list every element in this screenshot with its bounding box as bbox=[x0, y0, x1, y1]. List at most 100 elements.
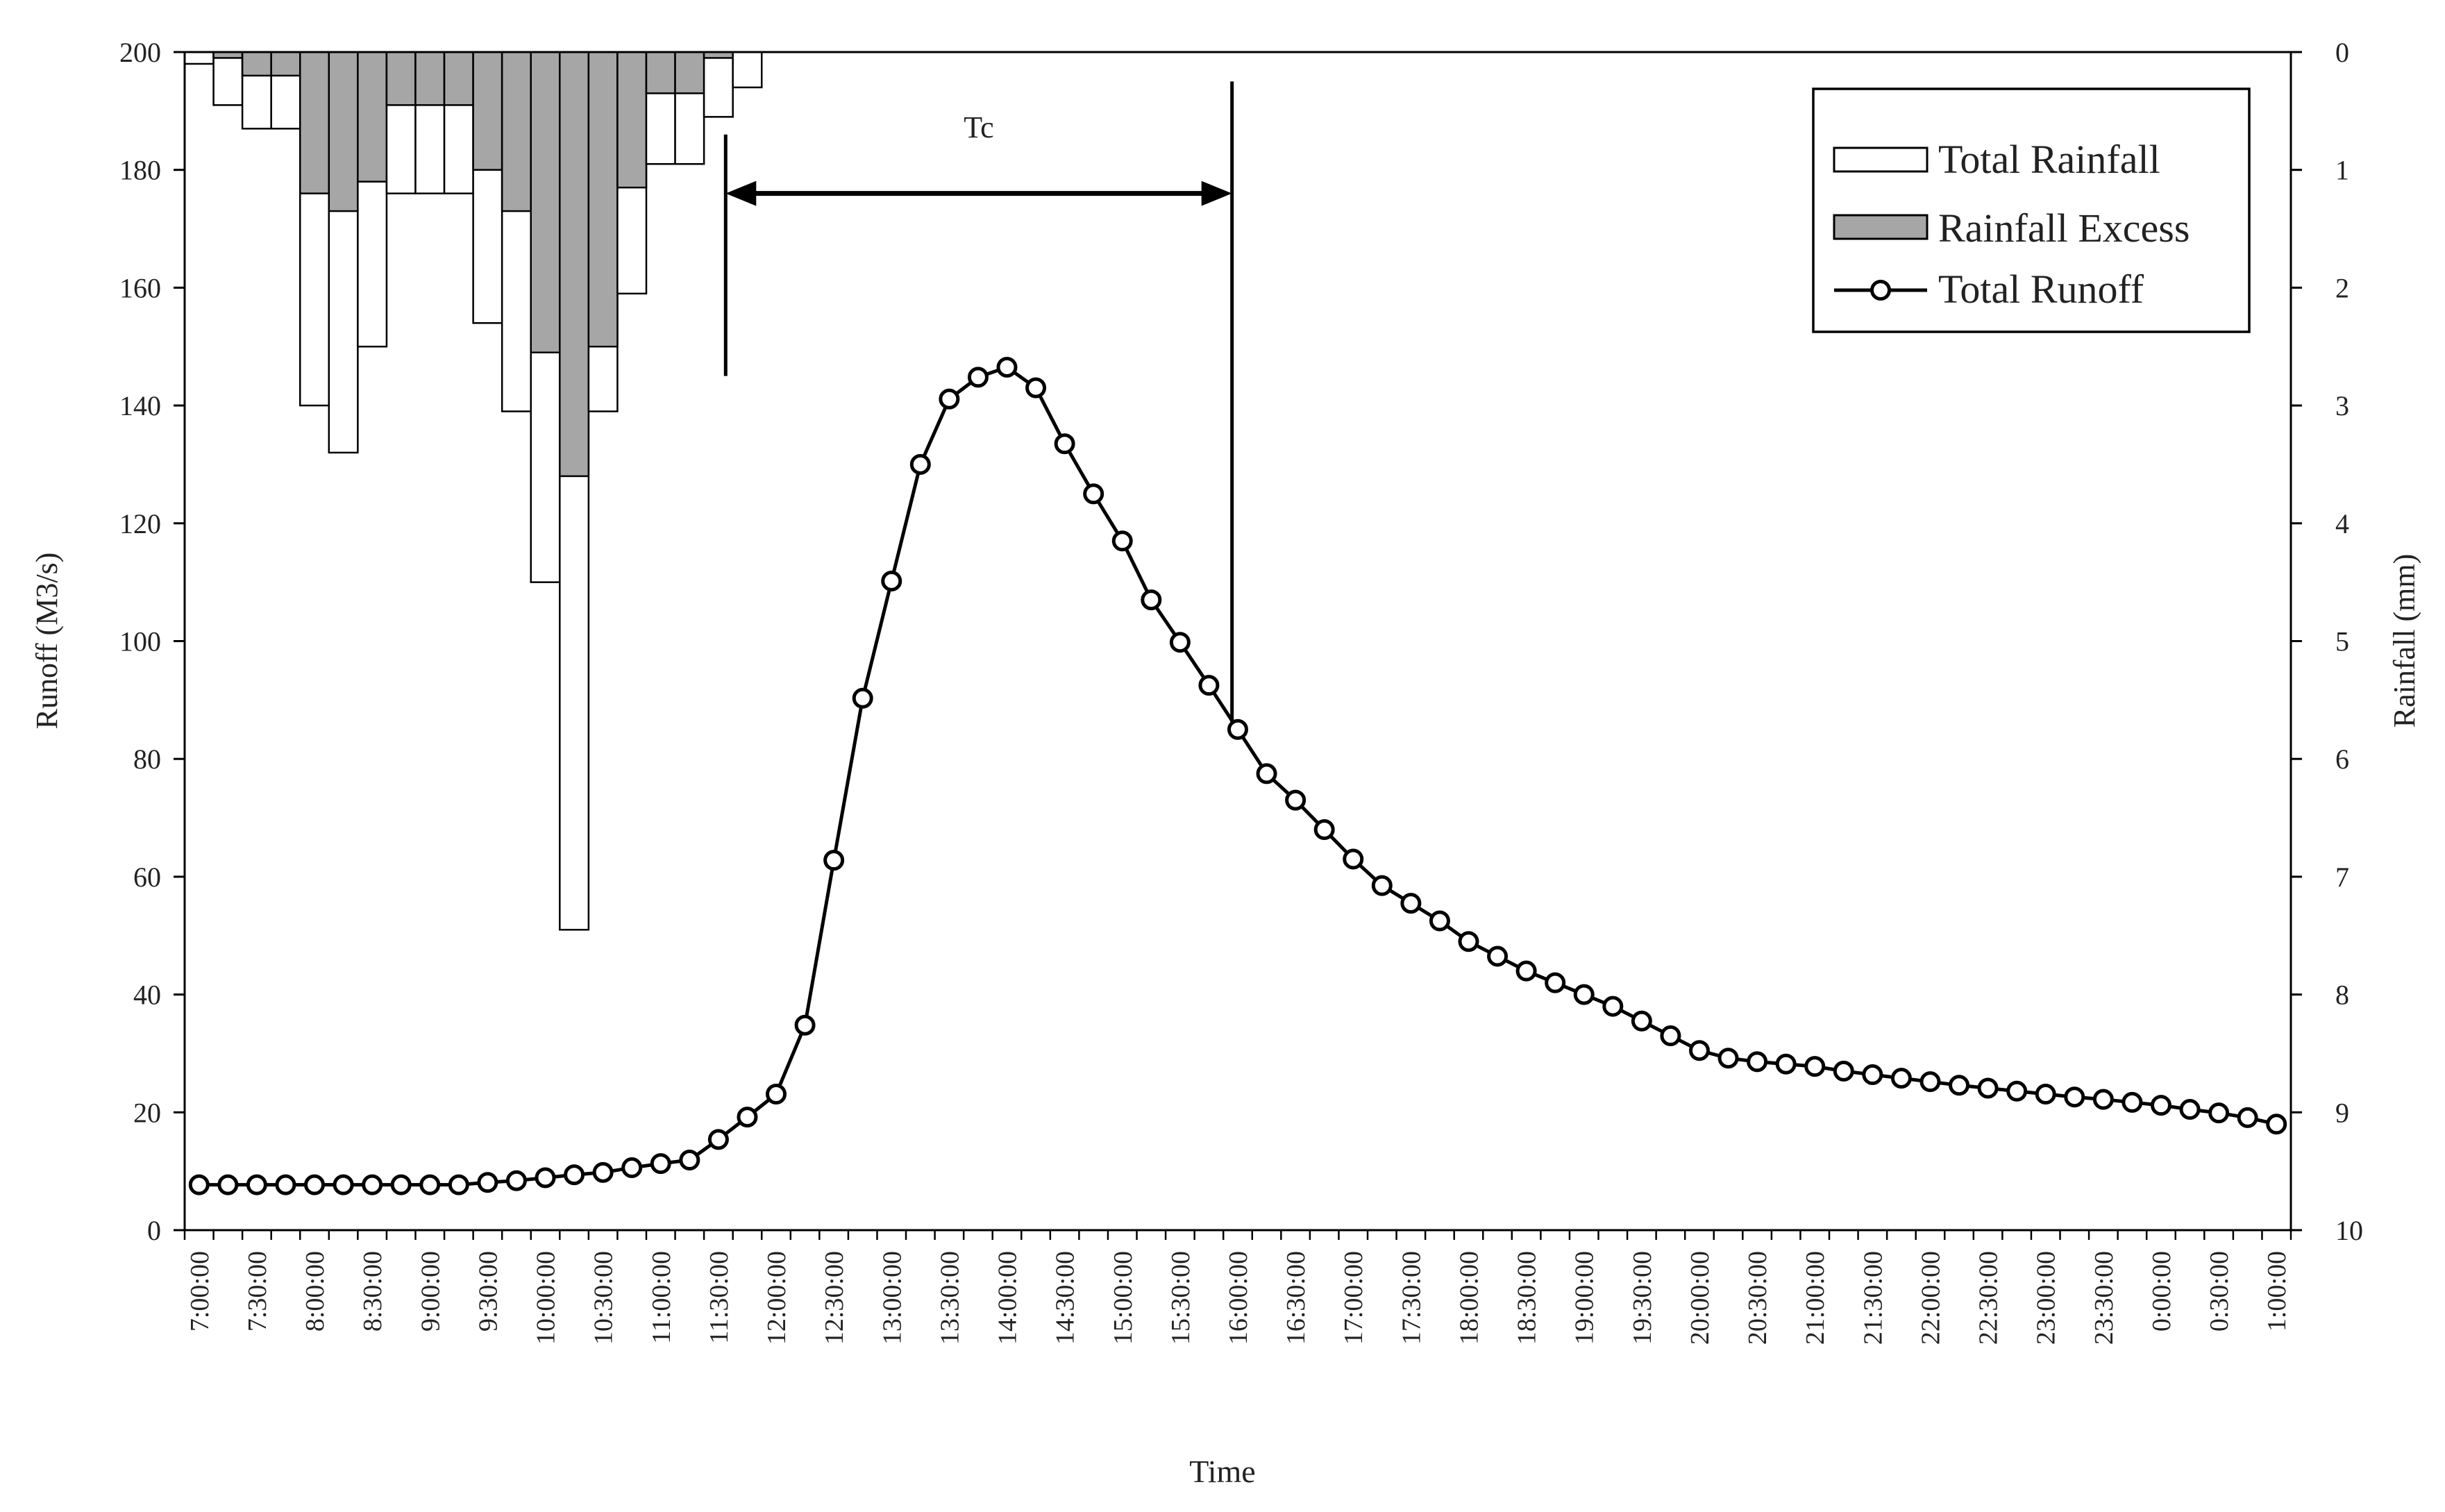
left-tick-label: 40 bbox=[133, 980, 161, 1011]
total-runoff-point bbox=[419, 1174, 441, 1195]
total-runoff-point bbox=[246, 1174, 267, 1195]
total-runoff-point bbox=[1141, 589, 1162, 611]
x-tick-label: 23:30:00 bbox=[2090, 1251, 2119, 1345]
y-axis-title-right: Rainfall (mm) bbox=[2387, 554, 2421, 728]
total-runoff-point bbox=[852, 687, 873, 709]
right-tick-label: 5 bbox=[2335, 626, 2349, 657]
x-tick-label: 21:00:00 bbox=[1801, 1251, 1830, 1345]
total-runoff-point bbox=[939, 388, 960, 410]
total-runoff-point bbox=[1515, 960, 1537, 982]
total-runoff-point bbox=[477, 1172, 498, 1193]
x-tick-label: 16:00:00 bbox=[1224, 1251, 1253, 1345]
total-runoff-point bbox=[188, 1174, 210, 1195]
x-tick-label: 20:00:00 bbox=[1686, 1251, 1715, 1345]
y-axis-title-left: Runoff (M3/s) bbox=[30, 553, 64, 730]
total-runoff-point bbox=[881, 570, 902, 591]
total-runoff-point bbox=[275, 1174, 296, 1195]
total-runoff-point bbox=[1487, 946, 1509, 967]
legend-label-rainfall-excess: Rainfall Excess bbox=[1938, 205, 2190, 251]
legend-swatch-total-runoff-marker bbox=[1870, 280, 1891, 301]
total-runoff-point bbox=[650, 1153, 671, 1175]
x-tick-label: 15:30:00 bbox=[1166, 1251, 1195, 1345]
rainfall-bars-group bbox=[183, 51, 763, 931]
x-tick-label: 7:30:00 bbox=[243, 1251, 272, 1332]
total-runoff-point bbox=[448, 1174, 469, 1195]
x-tick-label: 12:30:00 bbox=[820, 1251, 849, 1345]
right-tick-label: 3 bbox=[2335, 390, 2349, 421]
total-runoff-point bbox=[217, 1174, 239, 1195]
x-tick-label: 23:00:00 bbox=[2032, 1251, 2061, 1345]
rainfall-excess-bar bbox=[645, 51, 676, 94]
total-rainfall-bar bbox=[703, 51, 734, 118]
x-tick-label: 11:00:00 bbox=[647, 1251, 676, 1344]
total-runoff-point bbox=[1169, 632, 1191, 653]
total-runoff-point bbox=[2006, 1080, 2028, 1102]
right-tick-label: 10 bbox=[2335, 1215, 2363, 1246]
total-runoff-point bbox=[333, 1174, 354, 1195]
rainfall-excess-bar bbox=[587, 51, 619, 348]
total-runoff-point bbox=[362, 1174, 383, 1195]
total-runoff-point bbox=[2150, 1095, 2171, 1116]
total-runoff-point bbox=[1919, 1071, 1941, 1093]
total-runoff-point bbox=[1083, 483, 1104, 505]
total-runoff-point bbox=[1775, 1053, 1797, 1075]
total-runoff-point bbox=[1227, 719, 1248, 740]
rainfall-excess-bar bbox=[414, 51, 446, 106]
x-tick-label: 17:00:00 bbox=[1339, 1251, 1368, 1345]
total-runoff-point bbox=[304, 1174, 326, 1195]
legend-swatch-rainfall-excess bbox=[1833, 214, 1929, 240]
legend-label-total-rainfall: Total Rainfall bbox=[1938, 137, 2160, 182]
total-runoff-point bbox=[2237, 1107, 2258, 1128]
left-tick-label: 0 bbox=[147, 1215, 161, 1246]
x-tick-label: 13:30:00 bbox=[935, 1251, 964, 1345]
total-runoff-point bbox=[621, 1157, 643, 1179]
x-tick-label: 12:00:00 bbox=[762, 1251, 791, 1345]
x-tick-label: 15:00:00 bbox=[1109, 1251, 1138, 1345]
tc-arrowhead-left bbox=[725, 180, 757, 206]
total-runoff-point bbox=[1890, 1068, 1912, 1089]
right-tick-label: 8 bbox=[2335, 980, 2349, 1011]
x-axis-title: Time bbox=[1189, 1454, 1255, 1489]
legend-label-total-runoff: Total Runoff bbox=[1938, 267, 2144, 312]
total-runoff-point bbox=[1371, 875, 1393, 896]
total-runoff-point bbox=[1545, 972, 1566, 993]
left-tick-label: 160 bbox=[119, 272, 161, 303]
total-runoff-point bbox=[592, 1161, 614, 1183]
rainfall-excess-bar bbox=[443, 51, 474, 106]
left-tick-label: 200 bbox=[119, 37, 161, 68]
rainfall-excess-bar bbox=[616, 51, 648, 189]
x-tick-label: 19:00:00 bbox=[1570, 1251, 1599, 1345]
x-tick-label: 16:30:00 bbox=[1282, 1251, 1311, 1345]
total-runoff-point bbox=[1804, 1056, 1826, 1077]
x-tick-label: 10:30:00 bbox=[589, 1251, 619, 1345]
x-tick-label: 20:30:00 bbox=[1743, 1251, 1772, 1345]
x-tick-label: 13:00:00 bbox=[877, 1251, 907, 1345]
total-runoff-point bbox=[823, 850, 845, 871]
left-tick-label: 80 bbox=[133, 744, 161, 775]
x-tick-label: 1:00:00 bbox=[2262, 1251, 2292, 1332]
total-runoff-point bbox=[1833, 1060, 1854, 1082]
rainfall-excess-bar bbox=[559, 51, 590, 478]
left-tick-label: 60 bbox=[133, 862, 161, 893]
total-runoff-point bbox=[1977, 1077, 1999, 1099]
total-runoff-point bbox=[2121, 1091, 2143, 1113]
total-runoff-point bbox=[1631, 1010, 1652, 1032]
total-runoff-point bbox=[967, 367, 989, 388]
total-runoff-point bbox=[1313, 819, 1335, 841]
rainfall-excess-bar bbox=[241, 51, 272, 77]
rainfall-excess-bar bbox=[472, 51, 503, 171]
total-runoff-point bbox=[679, 1150, 700, 1171]
right-tick-label: 4 bbox=[2335, 508, 2349, 539]
total-runoff-point bbox=[1747, 1051, 1768, 1073]
x-tick-label: 10:00:00 bbox=[532, 1251, 561, 1345]
x-tick-label: 0:00:00 bbox=[2147, 1251, 2176, 1332]
x-tick-label: 14:00:00 bbox=[993, 1251, 1023, 1345]
tc-arrowhead-right bbox=[1201, 180, 1232, 206]
x-tick-label: 9:30:00 bbox=[473, 1251, 503, 1332]
right-tick-label: 7 bbox=[2335, 862, 2349, 893]
x-tick-label: 8:00:00 bbox=[301, 1251, 330, 1332]
right-tick-label: 0 bbox=[2335, 37, 2349, 68]
total-rainfall-bar bbox=[212, 51, 244, 106]
legend: Total Rainfall Rainfall Excess Total Runof… bbox=[1812, 87, 2251, 333]
